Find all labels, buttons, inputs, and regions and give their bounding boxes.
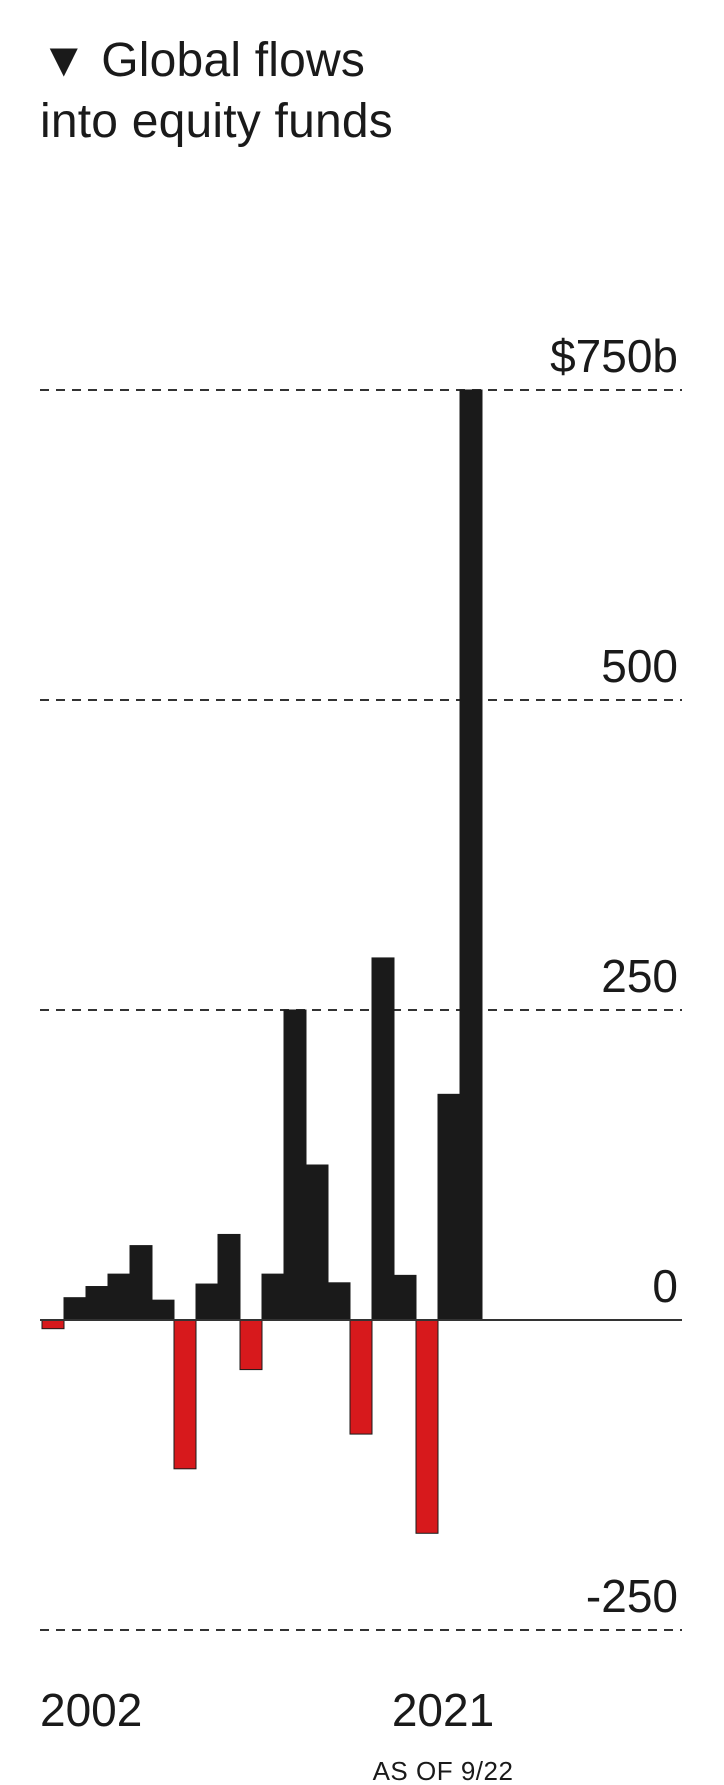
bar-2013: [283, 1009, 307, 1321]
bar-2011: [239, 1319, 263, 1371]
bar-2003: [63, 1297, 87, 1321]
x-label-end: 2021: [392, 1684, 494, 1736]
y-tick-label: 500: [601, 640, 678, 692]
bar-2017: [371, 957, 395, 1321]
chart-title-line-2: into equity funds: [40, 95, 393, 148]
bar-2008: [173, 1319, 197, 1470]
bar-2012: [261, 1273, 285, 1321]
chart-title-text-1: Global flows: [101, 34, 366, 87]
y-tick-label: $750b: [550, 330, 678, 382]
bar-2015: [327, 1282, 351, 1321]
as-of-note: AS OF 9/22: [373, 1756, 514, 1785]
y-tick-label: 250: [601, 950, 678, 1002]
y-tick-label: 0: [652, 1260, 678, 1312]
down-triangle-icon: ▼: [40, 34, 88, 87]
x-label-start: 2002: [40, 1684, 142, 1736]
bars: [41, 389, 483, 1534]
x-axis-labels: 2002 2021 AS OF 9/22: [40, 1684, 513, 1785]
bar-2006: [129, 1245, 153, 1321]
bar-2016: [349, 1319, 373, 1435]
bar-2002: [41, 1319, 65, 1330]
bar-2004: [85, 1286, 109, 1321]
chart-title-line-1: ▼ Global flows: [40, 30, 700, 91]
bar-2007: [151, 1299, 175, 1321]
bar-2014: [305, 1164, 329, 1321]
y-tick-labels: $750b 500 250 0 -250: [550, 330, 678, 1622]
bar-2009: [195, 1283, 219, 1321]
chart-title: ▼ Global flows into equity funds: [40, 30, 700, 152]
bar-2020: [437, 1093, 461, 1321]
bar-2010: [217, 1233, 241, 1321]
bar-2019: [415, 1319, 439, 1534]
gridlines: [40, 389, 682, 1631]
y-tick-label: -250: [586, 1570, 678, 1622]
bar-2021: [459, 389, 483, 1321]
bar-2018: [393, 1274, 417, 1321]
bar-2005: [107, 1273, 131, 1321]
